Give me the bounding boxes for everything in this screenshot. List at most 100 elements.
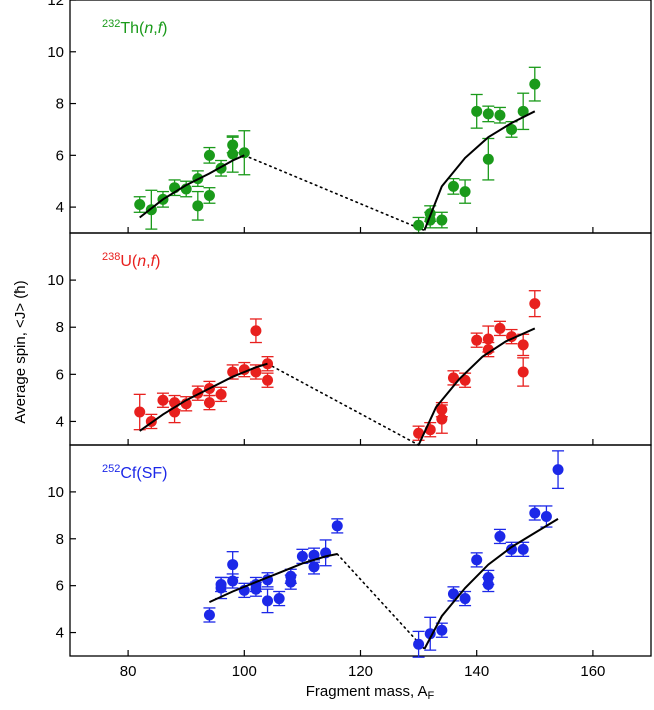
data-point (413, 427, 425, 439)
data-point (215, 578, 227, 590)
y-tick-label: 8 (56, 319, 64, 336)
data-point (227, 575, 239, 587)
y-tick-label: 4 (56, 413, 64, 430)
data-point (482, 153, 494, 165)
data-point (296, 550, 308, 562)
data-point (203, 397, 215, 409)
data-point (494, 530, 506, 542)
y-tick-label: 10 (47, 44, 64, 61)
panel-0: 4 6 8 10 12 232Th(n,f) (47, 0, 652, 234)
panel-label-comma: , (146, 253, 150, 270)
data-point (447, 180, 459, 192)
panel-label-main: Th( (120, 20, 145, 37)
data-point (482, 344, 494, 356)
data-point (471, 105, 483, 117)
panel-label-main: Cf(SF) (120, 465, 167, 482)
panels-group: 4681012232Th(n,f)46810238U(n,f)46810252C… (47, 0, 652, 658)
panel-label: 238U(n,f) (102, 251, 160, 270)
x-tick-label: 160 (580, 663, 605, 680)
x-axis-label-main: Fragment mass, A (306, 683, 428, 700)
data-point (262, 595, 274, 607)
data-point (517, 366, 529, 378)
fit-curve-light (139, 154, 245, 219)
y-tick-label: 4 (56, 625, 64, 642)
data-point (227, 139, 239, 151)
data-point (436, 624, 448, 636)
y-tick-label: 4 (56, 199, 64, 216)
data-point (529, 78, 541, 90)
data-point (134, 406, 146, 418)
panel-label: 232Th(n,f) (102, 18, 168, 37)
data-point (192, 200, 204, 212)
data-point (308, 549, 320, 561)
y-tick-label: 10 (47, 484, 64, 501)
panel-label-italic: f (158, 20, 164, 37)
data-point (482, 108, 494, 120)
x-tick-label: 120 (348, 663, 373, 680)
data-point (517, 105, 529, 117)
x-axis: 80 100 120 140 160 (120, 663, 606, 680)
data-point (471, 554, 483, 566)
data-point (262, 358, 274, 370)
data-point (529, 507, 541, 519)
data-point (517, 543, 529, 555)
y-tick-label: 8 (56, 96, 64, 113)
data-point (517, 339, 529, 351)
data-point (506, 543, 518, 555)
panel-label-italic: f (151, 253, 157, 270)
panel-label-italic: n (137, 253, 146, 270)
data-point (157, 394, 169, 406)
data-point (413, 219, 425, 231)
data-point (436, 404, 448, 416)
data-point (331, 520, 343, 532)
fit-curve-heavy (423, 518, 559, 650)
panel-label: 252Cf(SF) (102, 463, 167, 482)
panel-label-superscript: 252 (102, 463, 120, 475)
data-point (250, 325, 262, 337)
x-tick-label: 80 (120, 663, 137, 680)
data-point (552, 464, 564, 476)
y-axis-label: Average spin, <J> (ħ) (12, 280, 29, 423)
data-point (262, 374, 274, 386)
data-point (227, 559, 239, 571)
panel-label-comma: , (153, 20, 157, 37)
y-tick-label: 6 (56, 578, 64, 595)
data-point (494, 109, 506, 121)
fit-curve-light (208, 553, 338, 604)
x-axis-label-sub: F (427, 690, 434, 702)
data-point (413, 638, 425, 650)
y-tick-label: 12 (47, 0, 64, 9)
x-tick-label: 100 (232, 663, 257, 680)
panel-label-superscript: 232 (102, 18, 120, 30)
data-point (285, 576, 297, 588)
data-point (273, 593, 285, 605)
fit-curve-light (139, 362, 268, 432)
panel-label-italic: n (144, 20, 153, 37)
data-point (447, 588, 459, 600)
panel-label-end: ) (162, 20, 167, 37)
data-point (482, 578, 494, 590)
data-point (436, 214, 448, 226)
data-point (203, 609, 215, 621)
connector-line (266, 362, 420, 446)
y-tick-label: 6 (56, 147, 64, 164)
x-axis-label: Fragment mass, AF (306, 683, 435, 702)
panel-label-main: U( (120, 253, 138, 270)
panel-1: 4 6 8 10 238U(n,f) (47, 232, 652, 446)
data-point (227, 148, 239, 160)
data-point (215, 388, 227, 400)
y-tick-label: 6 (56, 366, 64, 383)
data-point (506, 123, 518, 135)
y-tick-label: 10 (47, 272, 64, 289)
data-point (134, 199, 146, 211)
y-tick-label: 8 (56, 531, 64, 548)
fit-curve-heavy (423, 110, 536, 231)
data-point (447, 372, 459, 384)
data-point (203, 189, 215, 201)
data-point (203, 149, 215, 161)
data-point (308, 561, 320, 573)
data-point (459, 593, 471, 605)
data-point (471, 334, 483, 346)
data-point (540, 511, 552, 523)
